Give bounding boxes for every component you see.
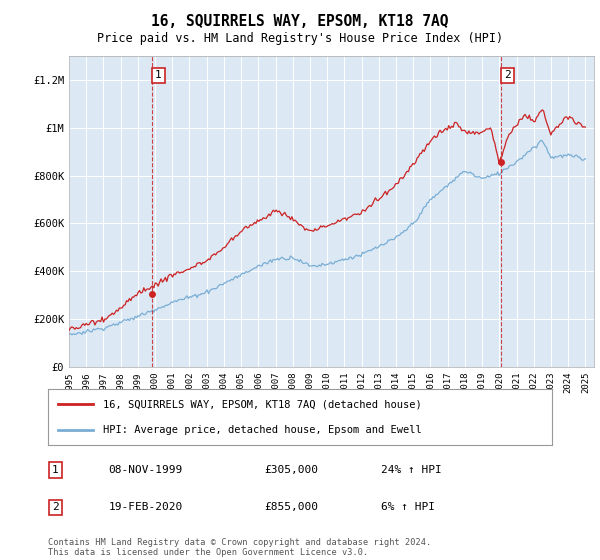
Text: 1: 1 bbox=[52, 465, 59, 475]
Text: 6% ↑ HPI: 6% ↑ HPI bbox=[380, 502, 434, 512]
Text: HPI: Average price, detached house, Epsom and Ewell: HPI: Average price, detached house, Epso… bbox=[103, 425, 422, 435]
Text: 16, SQUIRRELS WAY, EPSOM, KT18 7AQ (detached house): 16, SQUIRRELS WAY, EPSOM, KT18 7AQ (deta… bbox=[103, 399, 422, 409]
Text: £305,000: £305,000 bbox=[265, 465, 319, 475]
Text: £855,000: £855,000 bbox=[265, 502, 319, 512]
Text: 08-NOV-1999: 08-NOV-1999 bbox=[109, 465, 183, 475]
Text: Contains HM Land Registry data © Crown copyright and database right 2024.
This d: Contains HM Land Registry data © Crown c… bbox=[48, 538, 431, 557]
Text: 2: 2 bbox=[504, 71, 511, 80]
Text: 19-FEB-2020: 19-FEB-2020 bbox=[109, 502, 183, 512]
Text: 16, SQUIRRELS WAY, EPSOM, KT18 7AQ: 16, SQUIRRELS WAY, EPSOM, KT18 7AQ bbox=[151, 14, 449, 29]
Text: 1: 1 bbox=[155, 71, 162, 80]
Text: Price paid vs. HM Land Registry's House Price Index (HPI): Price paid vs. HM Land Registry's House … bbox=[97, 32, 503, 45]
Text: 2: 2 bbox=[52, 502, 59, 512]
Text: 24% ↑ HPI: 24% ↑ HPI bbox=[380, 465, 442, 475]
